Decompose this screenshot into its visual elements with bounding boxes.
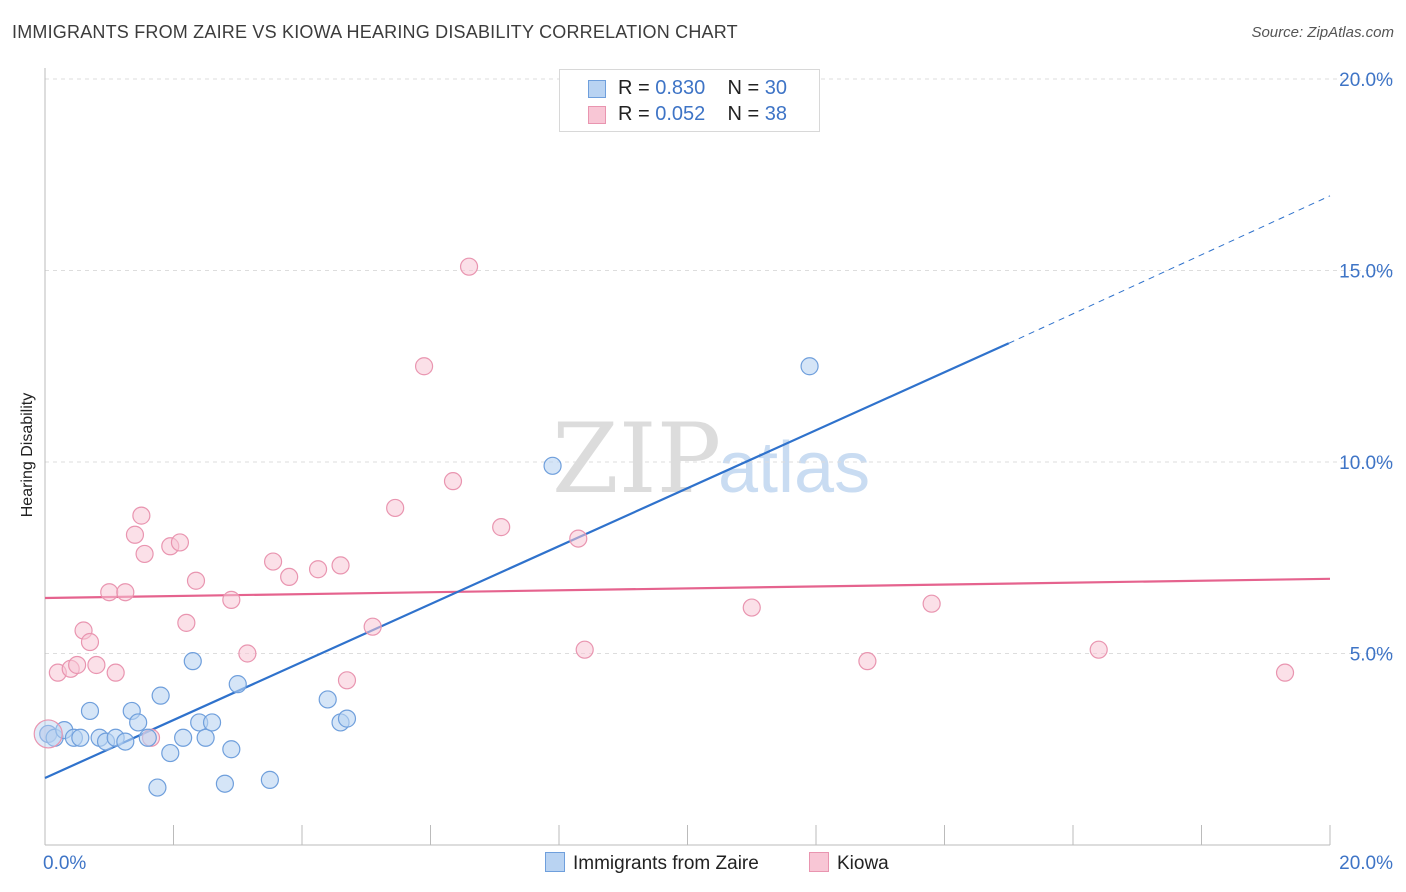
data-point-zaire xyxy=(318,690,337,709)
data-point-zaire xyxy=(337,709,357,728)
trend-line-kiowa xyxy=(44,577,1331,600)
data-point-zaire xyxy=(174,728,193,747)
data-point-kiowa xyxy=(106,663,125,682)
legend-swatch-blue xyxy=(588,80,606,98)
data-point-kiowa xyxy=(443,472,463,491)
data-points xyxy=(33,257,1295,797)
source-label: Source: ZipAtlas.com xyxy=(1251,24,1394,41)
data-point-kiowa xyxy=(87,655,106,675)
data-point-kiowa xyxy=(263,552,283,571)
data-point-zaire xyxy=(151,686,170,705)
legend-r-label: R = xyxy=(618,77,656,99)
legend-swatch-pink xyxy=(588,106,606,124)
data-point-zaire xyxy=(80,701,100,721)
legend: R = 0.830 N = 30 R = 0.052 N = 38 xyxy=(559,69,820,132)
data-point-zaire xyxy=(202,713,222,732)
data-point-zaire xyxy=(215,774,234,793)
data-point-zaire xyxy=(183,652,202,671)
data-point-zaire xyxy=(138,728,157,747)
data-point-kiowa xyxy=(170,533,190,552)
legend-n-label: N = xyxy=(727,103,765,125)
data-point-kiowa xyxy=(116,583,135,602)
y-tick-label: 20.0% xyxy=(1339,70,1393,91)
data-point-zaire xyxy=(222,740,241,759)
y-tick-label: 10.0% xyxy=(1339,453,1393,474)
data-point-zaire xyxy=(800,357,819,376)
bottom-legend-kiowa: Kiowa xyxy=(809,852,889,875)
data-point-kiowa xyxy=(337,671,357,690)
data-point-kiowa xyxy=(135,544,154,564)
data-point-zaire xyxy=(196,728,215,747)
grid-lines xyxy=(45,78,1394,654)
data-point-kiowa xyxy=(132,506,151,525)
data-point-kiowa xyxy=(1275,663,1295,682)
data-point-kiowa xyxy=(238,644,257,663)
tick-labels: 5.0% 10.0% 15.0% 20.0% 0.0% 20.0% xyxy=(43,70,1393,874)
data-point-kiowa xyxy=(459,257,479,276)
bottom-legend-swatch-pink xyxy=(809,852,829,872)
data-point-kiowa xyxy=(569,529,588,548)
data-point-kiowa xyxy=(492,518,511,537)
legend-n-value: 30 xyxy=(764,77,788,99)
data-point-cluster xyxy=(33,719,63,749)
data-point-kiowa xyxy=(414,357,434,376)
legend-r-label: R = xyxy=(618,103,656,125)
data-point-kiowa xyxy=(363,617,382,636)
bottom-legend-swatch-blue xyxy=(545,852,565,872)
trend-lines xyxy=(44,195,1331,779)
x-tick-label: 0.0% xyxy=(43,853,86,874)
watermark-zip: ZIP xyxy=(552,403,721,515)
data-point-zaire xyxy=(228,675,247,694)
data-point-kiowa xyxy=(858,652,877,671)
bottom-legend-label: Kiowa xyxy=(837,853,889,874)
data-point-zaire xyxy=(71,728,90,747)
chart-title: IMMIGRANTS FROM ZAIRE VS KIOWA HEARING D… xyxy=(12,22,738,42)
data-point-kiowa xyxy=(280,567,299,587)
trend-line-zaire-extension xyxy=(1008,195,1331,344)
legend-r-value: 0.830 xyxy=(655,77,706,99)
legend-r-value: 0.052 xyxy=(655,103,706,125)
x-tick-label: 20.0% xyxy=(1339,853,1393,874)
data-point-kiowa xyxy=(742,598,761,617)
data-point-kiowa xyxy=(68,655,87,675)
data-point-zaire xyxy=(129,713,148,732)
data-point-zaire xyxy=(161,743,180,763)
y-tick-label: 5.0% xyxy=(1350,645,1393,666)
data-point-kiowa xyxy=(308,560,328,579)
data-point-kiowa xyxy=(386,498,405,518)
data-point-kiowa xyxy=(222,590,241,609)
bottom-legend-zaire: Immigrants from Zaire xyxy=(545,852,759,875)
data-point-kiowa xyxy=(80,632,100,652)
axes xyxy=(44,68,1331,846)
bottom-legend-label: Immigrants from Zaire xyxy=(573,853,759,874)
data-point-kiowa xyxy=(1089,640,1108,659)
data-point-kiowa xyxy=(922,594,941,613)
data-point-zaire xyxy=(116,732,135,751)
data-point-kiowa xyxy=(331,556,350,575)
data-point-zaire xyxy=(148,778,167,797)
data-point-kiowa xyxy=(100,583,119,602)
watermark-atlas: atlas xyxy=(718,428,870,508)
data-point-kiowa xyxy=(125,525,145,544)
data-point-kiowa xyxy=(186,571,206,590)
data-point-zaire xyxy=(543,456,562,475)
data-point-zaire xyxy=(260,770,279,789)
data-point-kiowa xyxy=(575,640,594,659)
legend-n-value: 38 xyxy=(764,103,788,125)
legend-n-label: N = xyxy=(727,77,765,99)
data-point-kiowa xyxy=(177,613,196,632)
trend-line-zaire xyxy=(44,342,1010,779)
y-tick-label: 15.0% xyxy=(1339,262,1393,283)
